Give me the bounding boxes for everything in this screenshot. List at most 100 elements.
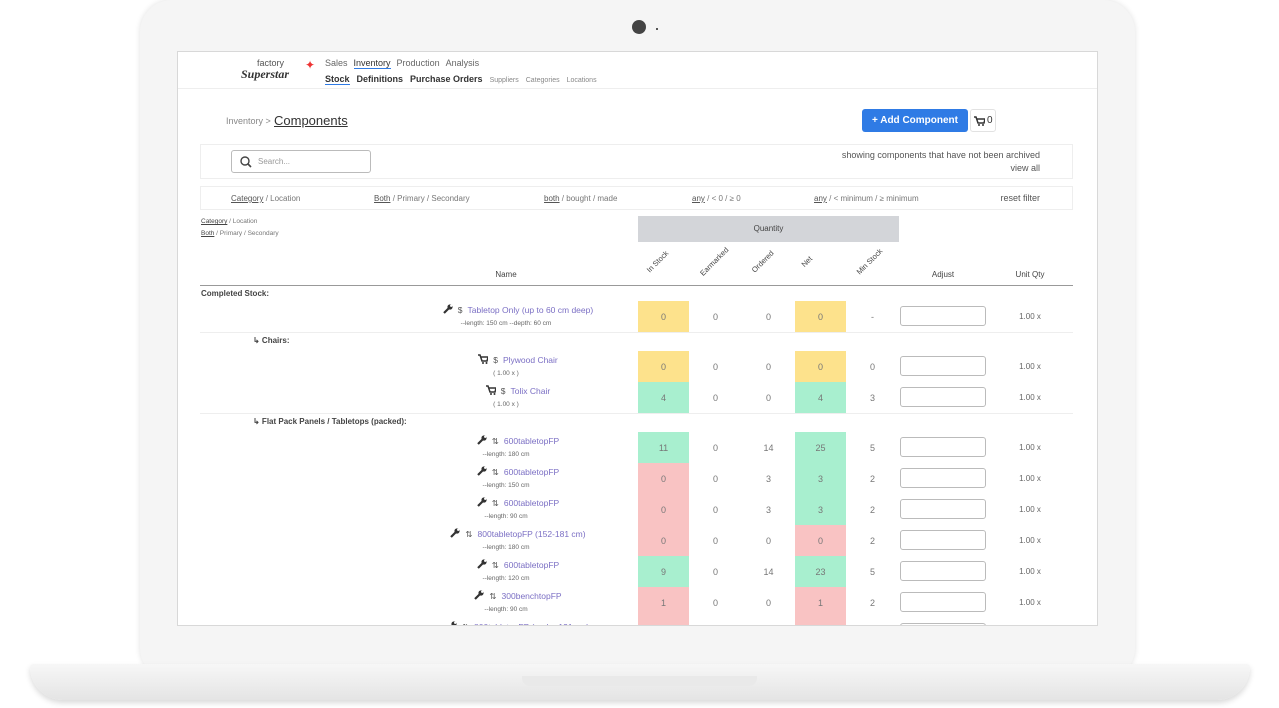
quantity-value: 0 — [660, 361, 666, 372]
component-name[interactable]: Tabletop Only (up to 60 cm deep) — [467, 305, 594, 315]
component-name[interactable]: Plywood Chair — [502, 355, 558, 365]
quantity-cell: 0 — [795, 301, 846, 332]
nav-link[interactable]: Analysis — [445, 58, 480, 68]
adjust-input[interactable] — [900, 468, 986, 488]
quantity-value: 0 — [712, 442, 718, 453]
cart-icon — [478, 354, 490, 364]
quantity-cell: 0 — [638, 351, 689, 382]
component-name-line: $ Tabletop Only (up to 60 cm deep) — [378, 304, 658, 315]
unit-qty: 1.00 x — [1019, 443, 1041, 452]
adjust-input[interactable] — [900, 306, 986, 326]
filter-active: Category — [231, 194, 264, 203]
quantity-cell: 9 — [638, 556, 689, 587]
price-symbol: ⇅ — [491, 560, 499, 570]
main-nav: Sales Inventory Production Analysis — [325, 58, 479, 69]
filter-option[interactable]: Category / Location — [201, 218, 257, 225]
quantity-cell: 0 — [743, 587, 794, 618]
quantity-value: 0 — [712, 597, 718, 608]
adjust-input[interactable] — [900, 387, 986, 407]
sub-nav-link[interactable]: Locations — [566, 77, 597, 84]
price-symbol: $ — [457, 305, 463, 315]
component-name[interactable]: 600tabletopFP — [503, 498, 560, 508]
cart-box[interactable]: 0 — [970, 109, 996, 132]
component-name-line: ⇅ 600tabletopFP — [378, 435, 658, 447]
filter-option[interactable]: any / < 0 / ≥ 0 — [692, 194, 741, 203]
adjust-input[interactable] — [900, 592, 986, 612]
filter-option[interactable]: Both / Primary / Secondary — [201, 230, 279, 237]
sub-nav-link[interactable]: Categories — [525, 77, 560, 84]
wrench-icon — [474, 590, 485, 600]
component-name[interactable]: 600tabletopFP — [503, 436, 560, 446]
component-name-line: ⇅ 300benchtopFP — [378, 590, 658, 602]
quantity-value: 0 — [817, 311, 823, 322]
adjust-input[interactable] — [900, 499, 986, 519]
add-component-button[interactable]: + Add Component — [862, 109, 968, 132]
quantity-value: 0 — [712, 392, 718, 403]
component-detail: --length: 150 cm --depth: 60 cm — [460, 320, 552, 327]
adjust-input[interactable] — [900, 530, 986, 550]
filter-rest: / Location — [263, 194, 301, 203]
component-detail: --length: 90 cm — [484, 513, 528, 520]
adjust-input[interactable] — [900, 356, 986, 376]
quantity-value: 0 — [765, 311, 771, 322]
screen: factory Superstar ✦ Sales Inventory Produc… — [177, 51, 1098, 626]
quantity-cell: 0 — [847, 351, 898, 382]
logo[interactable]: factory Superstar ✦ — [241, 58, 315, 80]
price-symbol: ⇅ — [489, 591, 497, 601]
adjust-input[interactable] — [900, 623, 986, 625]
quantity-value: 3 — [765, 504, 771, 515]
filter-active: Both — [374, 194, 391, 203]
component-name[interactable]: 600tabletopFP — [503, 467, 560, 477]
sub-nav-link[interactable]: Suppliers — [489, 77, 519, 84]
quantity-value: 11 — [658, 442, 669, 453]
view-all-link[interactable]: view all — [1010, 163, 1040, 173]
filter-rest: / Primary / Secondary — [214, 230, 279, 237]
cart-icon — [485, 385, 497, 395]
quantity-value: 3 — [765, 473, 771, 484]
quantity-value: 0 — [765, 392, 771, 403]
filter-option[interactable]: Category / Location — [231, 194, 300, 203]
section-divider — [200, 413, 1073, 414]
filter-bar — [200, 186, 1073, 210]
component-name[interactable]: 300benchtopFP — [501, 591, 562, 601]
filter-option[interactable]: Both / Primary / Secondary — [374, 194, 470, 203]
component-name-line: $ Plywood Chair — [378, 354, 658, 365]
breadcrumb-parent[interactable]: Inventory > — [226, 116, 271, 126]
filter-option[interactable]: both / bought / made — [544, 194, 617, 203]
quantity-value: 4 — [660, 392, 666, 403]
unit-qty: 1.00 x — [1019, 312, 1041, 321]
nav-link[interactable]: Inventory — [353, 58, 391, 69]
header-bottom-border — [200, 285, 1073, 286]
sub-nav-link[interactable]: Purchase Orders — [410, 74, 483, 84]
logo-star: ✦ — [305, 58, 316, 72]
quantity-cell: 3 — [847, 382, 898, 413]
filter-rest: / Primary / Secondary — [390, 194, 470, 203]
nav-link[interactable]: Production — [396, 58, 440, 68]
reset-filter-link[interactable]: reset filter — [1000, 193, 1040, 203]
component-name[interactable]: 800tabletopFP (152-181 cm) — [477, 529, 586, 539]
sub-nav-link[interactable]: Stock — [325, 74, 350, 85]
component-name[interactable]: 600tabletopFP — [503, 560, 560, 570]
quantity-value: 0 — [712, 566, 718, 577]
price-symbol: ⇅ — [491, 436, 499, 446]
quantity-value: 23 — [815, 566, 826, 577]
component-name[interactable]: 800tabletopFP (under 121 cm) — [474, 622, 589, 625]
quantity-value: 25 — [815, 442, 826, 453]
wrench-icon — [477, 497, 487, 507]
nav-link[interactable]: Sales — [325, 58, 348, 68]
component-name[interactable]: Tolix Chair — [510, 386, 551, 396]
quantity-value: 0 — [817, 361, 823, 372]
search-input[interactable]: Search... — [231, 150, 371, 173]
component-detail: --length: 180 cm — [482, 451, 530, 458]
quantity-value: 0 — [712, 311, 718, 322]
quantity-cell: 0 — [743, 525, 794, 556]
unit-qty: 1.00 x — [1019, 393, 1041, 402]
adjust-input[interactable] — [900, 561, 986, 581]
quantity-value: 3 — [817, 473, 823, 484]
sub-nav-link[interactable]: Definitions — [356, 74, 404, 84]
quantity-value: 2 — [869, 504, 875, 515]
quantity-cell: 25 — [795, 432, 846, 463]
adjust-input[interactable] — [900, 437, 986, 457]
quantity-cell: 2 — [847, 463, 898, 494]
filter-option[interactable]: any / < minimum / ≥ minimum — [814, 194, 919, 203]
